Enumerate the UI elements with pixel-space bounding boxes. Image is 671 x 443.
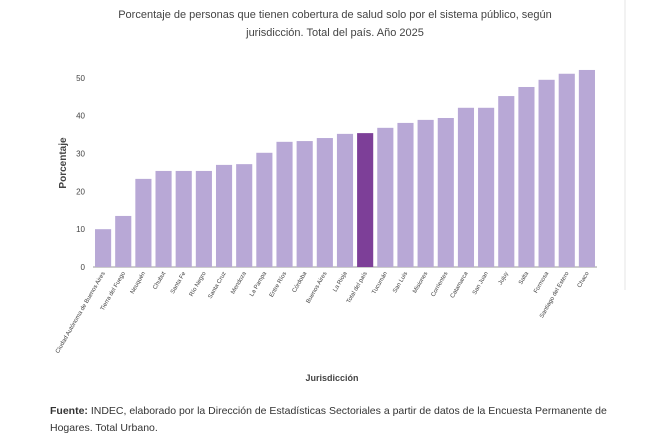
bar xyxy=(578,69,595,267)
bar xyxy=(478,107,495,267)
bar xyxy=(115,215,132,267)
bar xyxy=(538,79,555,267)
bar xyxy=(195,170,212,267)
x-tick-label: Ciudad Autónoma de Buenos Aires xyxy=(55,271,107,355)
bar xyxy=(296,141,313,267)
x-tick-label: Formosa xyxy=(533,270,550,294)
bar xyxy=(558,73,575,268)
source-text: INDEC, elaborado por la Dirección de Est… xyxy=(50,405,607,434)
x-axis-title: Jurisdicción xyxy=(305,373,358,383)
chart-title: Porcentaje de personas que tienen cobert… xyxy=(118,9,552,21)
x-tick-label: Buenos Aires xyxy=(306,271,329,305)
x-tick-label: Santa Fe xyxy=(170,270,188,295)
bar xyxy=(175,170,192,267)
chart-title: jurisdicción. Total del país. Año 2025 xyxy=(245,27,424,39)
bar xyxy=(135,178,152,267)
x-tick-label: Entre Ríos xyxy=(269,271,288,299)
bar xyxy=(498,96,515,267)
x-tick-label: Chubut xyxy=(152,271,167,291)
x-tick-label: La Rioja xyxy=(333,270,350,293)
bar xyxy=(155,170,172,267)
bar xyxy=(357,133,374,267)
bar xyxy=(377,127,394,267)
x-tick-label: Córdoba xyxy=(292,270,309,294)
bar xyxy=(256,152,273,267)
source-label: Fuente: xyxy=(50,405,88,417)
y-tick-label: 10 xyxy=(76,225,85,234)
y-tick-label: 30 xyxy=(76,150,85,159)
y-tick-label: 0 xyxy=(81,263,86,272)
x-tick-label: La Pampa xyxy=(249,270,268,297)
y-tick-label: 50 xyxy=(76,74,85,83)
bar xyxy=(417,119,434,268)
x-tick-label: Neuquén xyxy=(130,271,147,295)
bar xyxy=(397,122,414,268)
x-tick-label: Mendoza xyxy=(230,270,248,295)
x-tick-label: Santa Cruz xyxy=(208,271,228,300)
y-tick-label: 20 xyxy=(76,187,85,196)
bar xyxy=(95,229,112,267)
y-tick-label: 40 xyxy=(76,112,85,121)
bar xyxy=(518,86,535,268)
x-tick-label: Corrientes xyxy=(430,271,449,298)
x-tick-label: Salta xyxy=(518,270,530,285)
y-axis-title: Porcentaje xyxy=(58,137,69,189)
bar xyxy=(236,164,253,267)
bar xyxy=(437,117,454,267)
bar xyxy=(215,164,233,267)
x-tick-label: Jujuy xyxy=(498,271,510,286)
bar xyxy=(457,107,475,267)
bar xyxy=(276,141,293,267)
x-tick-label: Total del país xyxy=(346,271,369,305)
x-tick-label: Chaco xyxy=(577,270,591,289)
x-tick-label: Tucumán xyxy=(371,271,389,295)
x-tick-label: Río Negro xyxy=(189,270,208,297)
source-note: Fuente: INDEC, elaborado por la Direcció… xyxy=(50,403,610,437)
bar xyxy=(316,138,333,267)
x-tick-label: Catamarca xyxy=(450,270,470,299)
x-tick-label: San Juan xyxy=(472,271,490,296)
x-tick-label: Misiones xyxy=(412,271,429,295)
bar xyxy=(336,133,354,267)
x-tick-label: San Luis xyxy=(392,271,409,294)
